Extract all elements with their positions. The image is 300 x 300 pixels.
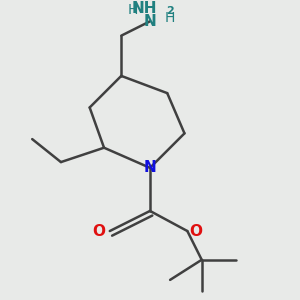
Text: N: N xyxy=(144,160,156,175)
Text: H: H xyxy=(165,11,175,26)
Text: O: O xyxy=(190,224,202,238)
Text: NH: NH xyxy=(131,1,157,16)
Text: 2: 2 xyxy=(166,6,174,16)
Text: H: H xyxy=(128,3,138,17)
Text: N: N xyxy=(144,14,156,29)
Text: O: O xyxy=(92,224,105,238)
